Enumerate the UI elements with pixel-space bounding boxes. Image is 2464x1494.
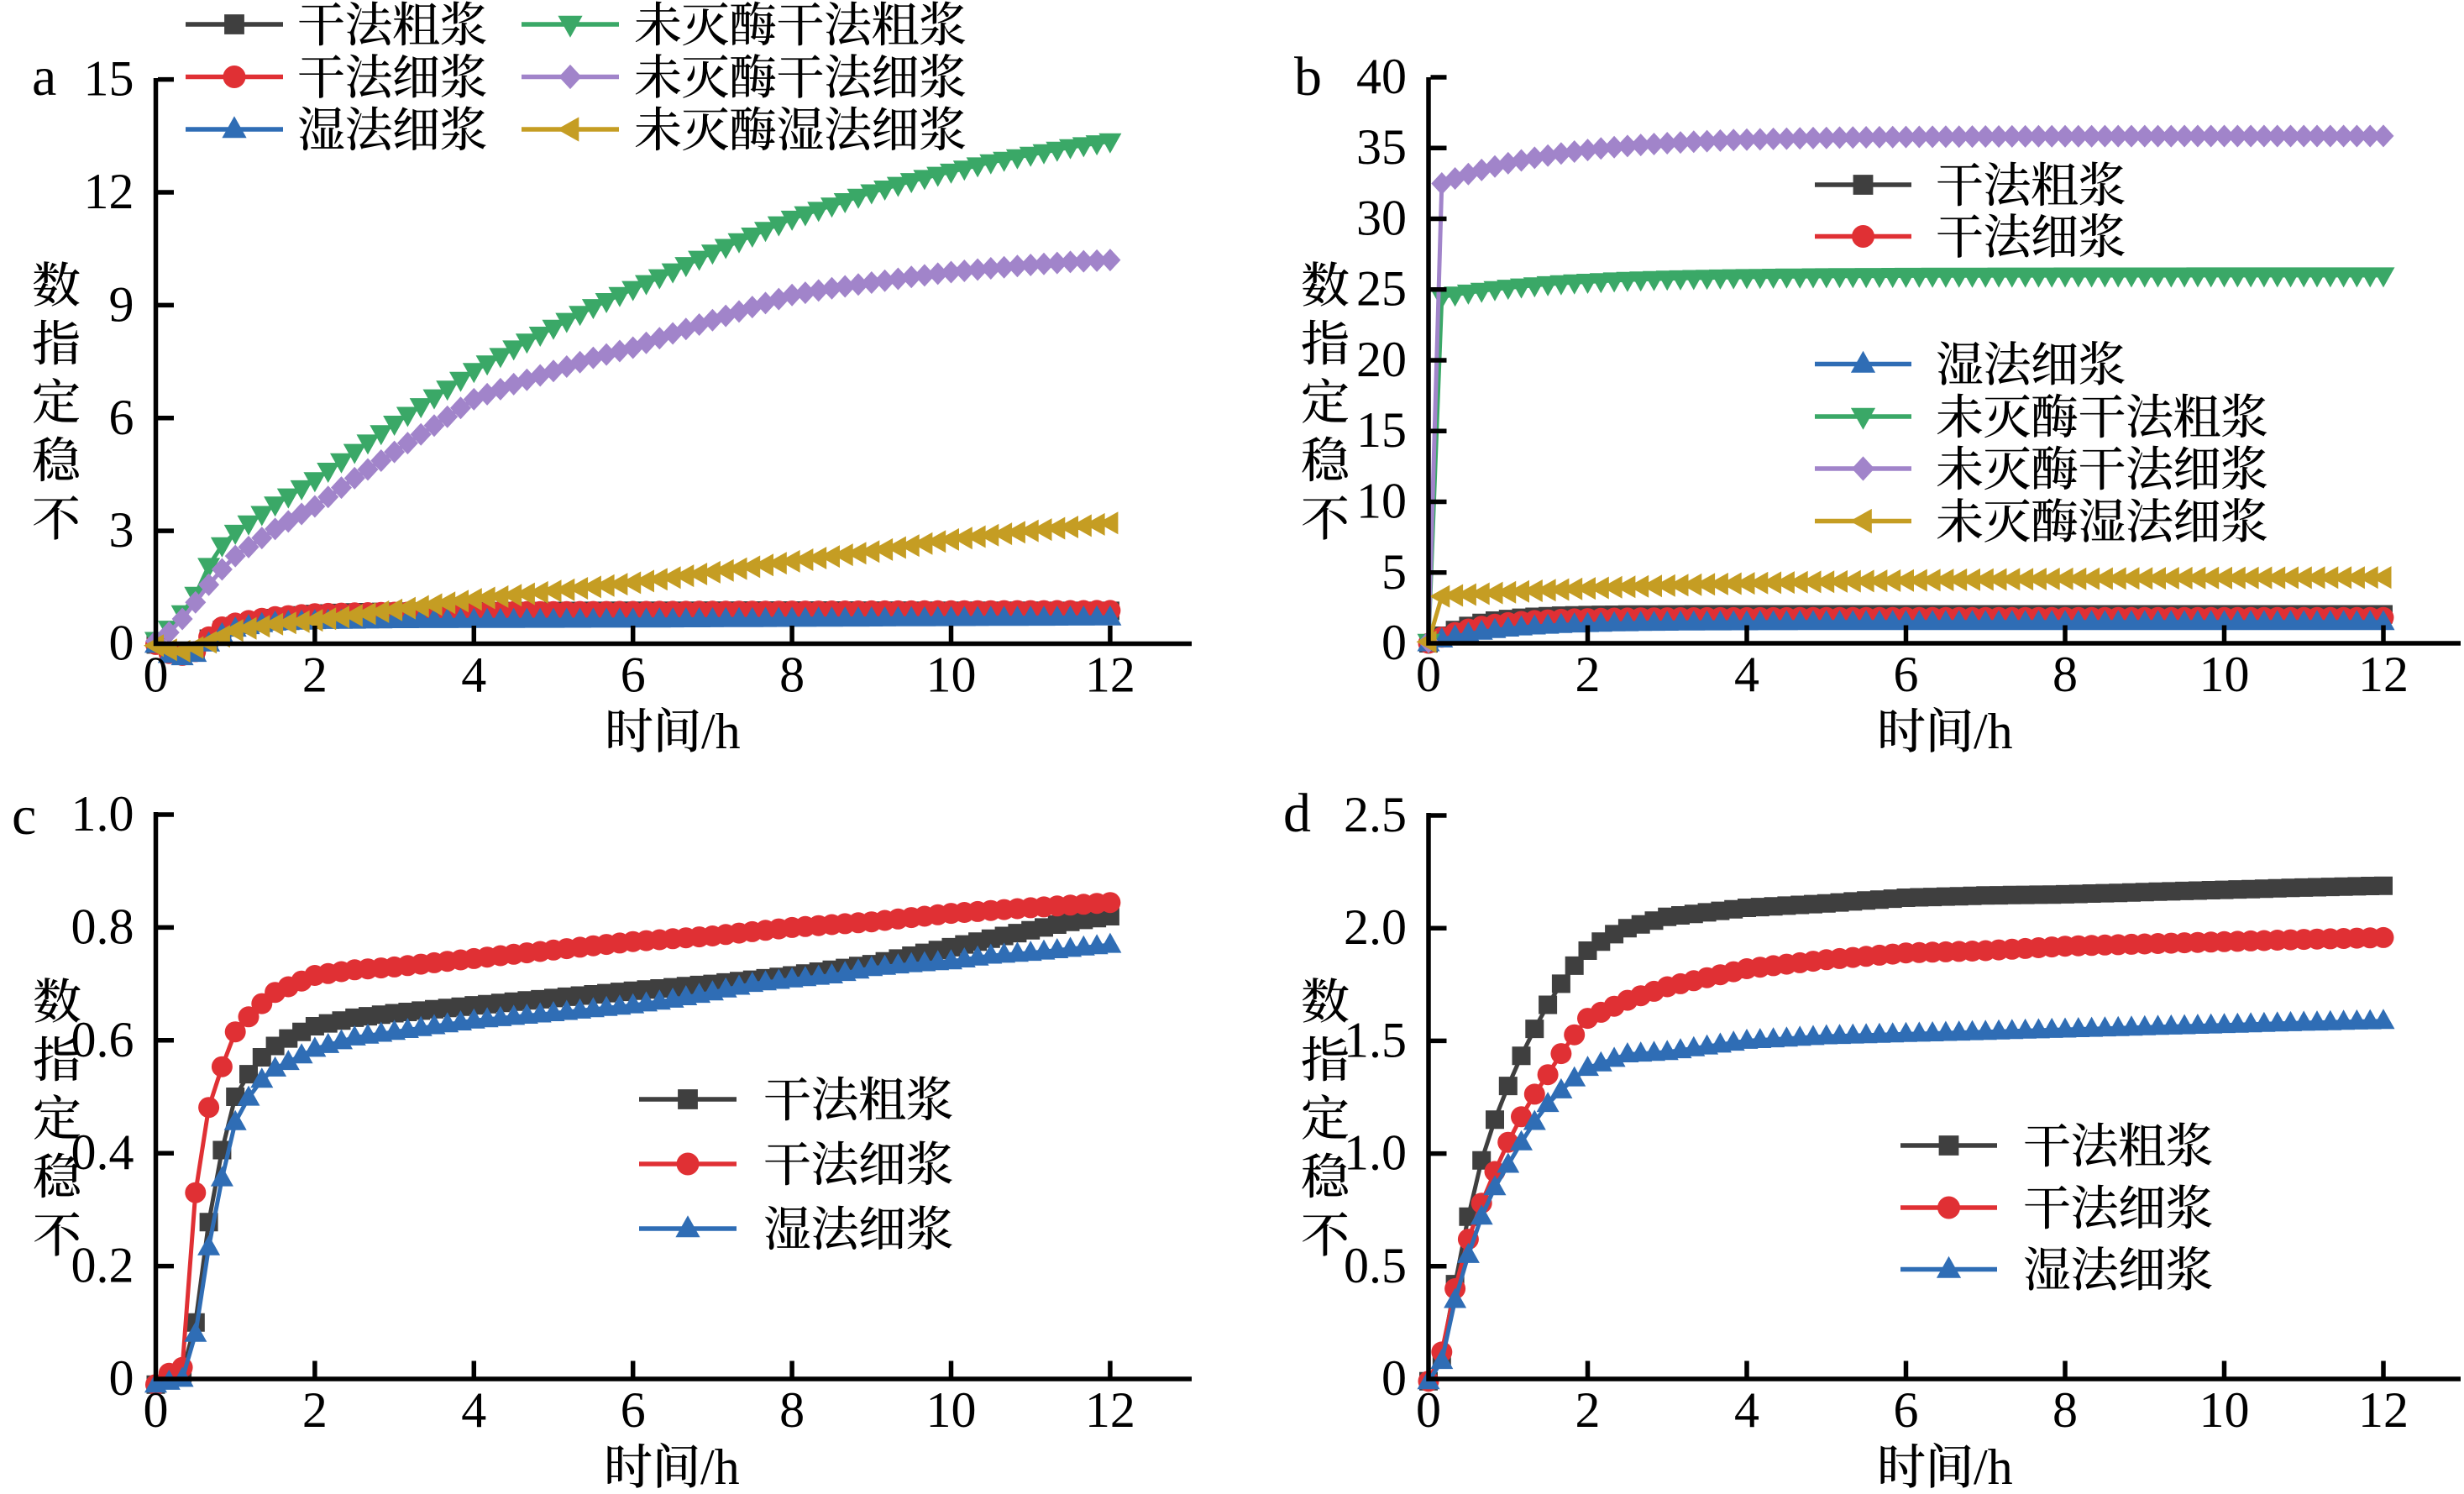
svg-text:30: 30 (1356, 191, 1407, 246)
svg-text:6: 6 (109, 390, 134, 445)
svg-text:40: 40 (1356, 49, 1407, 104)
svg-text:2: 2 (1575, 1382, 1601, 1438)
svg-text:/h: /h (1974, 704, 2013, 759)
svg-text:0: 0 (144, 1382, 169, 1438)
svg-text:12: 12 (1085, 647, 1135, 703)
svg-text:12: 12 (2358, 1382, 2409, 1438)
svg-text:a: a (32, 46, 56, 107)
svg-text:6: 6 (621, 1382, 646, 1438)
svg-text:10: 10 (926, 647, 977, 703)
svg-text:/h: /h (700, 1439, 740, 1494)
svg-text:0: 0 (144, 647, 169, 703)
svg-text:0.8: 0.8 (71, 899, 134, 954)
svg-text:8: 8 (779, 647, 805, 703)
svg-text:4: 4 (461, 1382, 486, 1438)
svg-text:2: 2 (302, 1382, 328, 1438)
svg-text:10: 10 (2199, 647, 2250, 702)
svg-text:0: 0 (109, 616, 134, 671)
svg-text:0: 0 (109, 1350, 134, 1406)
svg-text:8: 8 (2052, 1382, 2078, 1438)
svg-text:2: 2 (302, 647, 328, 703)
svg-text:/h: /h (701, 704, 741, 759)
svg-text:0: 0 (1381, 1350, 1407, 1406)
svg-text:d: d (1283, 783, 1311, 844)
svg-text:12: 12 (1085, 1382, 1135, 1438)
svg-text:0: 0 (1381, 615, 1407, 670)
svg-text:20: 20 (1356, 332, 1407, 387)
svg-text:c: c (12, 785, 36, 847)
svg-text:0.6: 0.6 (71, 1012, 134, 1067)
svg-text:6: 6 (621, 647, 646, 703)
svg-text:0: 0 (1416, 647, 1441, 702)
svg-text:8: 8 (2052, 647, 2078, 702)
svg-text:2: 2 (1575, 647, 1601, 702)
svg-text:1.0: 1.0 (1344, 1125, 1407, 1181)
svg-text:15: 15 (1356, 402, 1407, 458)
svg-text:0.4: 0.4 (71, 1124, 134, 1180)
svg-text:0.2: 0.2 (71, 1238, 134, 1293)
svg-text:10: 10 (1356, 474, 1407, 529)
svg-text:3: 3 (109, 502, 134, 558)
svg-text:10: 10 (2199, 1382, 2250, 1438)
svg-text:9: 9 (109, 276, 134, 332)
svg-text:1.0: 1.0 (71, 786, 134, 841)
svg-text:5: 5 (1381, 544, 1407, 600)
svg-text:6: 6 (1894, 647, 1919, 702)
svg-text:10: 10 (926, 1382, 977, 1438)
svg-text:4: 4 (1734, 1382, 1759, 1438)
svg-text:4: 4 (461, 647, 486, 703)
svg-text:15: 15 (84, 51, 134, 107)
svg-text:0.5: 0.5 (1344, 1238, 1407, 1293)
svg-text:12: 12 (84, 164, 134, 219)
svg-text:12: 12 (2358, 647, 2409, 702)
svg-text:2.5: 2.5 (1344, 787, 1407, 842)
svg-text:1.5: 1.5 (1344, 1012, 1407, 1067)
svg-text:35: 35 (1356, 119, 1407, 175)
svg-text:8: 8 (779, 1382, 805, 1438)
svg-text:2.0: 2.0 (1344, 899, 1407, 955)
svg-text:/h: /h (1974, 1439, 2013, 1494)
svg-text:25: 25 (1356, 261, 1407, 317)
svg-text:4: 4 (1734, 647, 1759, 702)
svg-text:b: b (1294, 46, 1322, 107)
svg-text:6: 6 (1894, 1382, 1919, 1438)
svg-text:0: 0 (1416, 1382, 1441, 1438)
